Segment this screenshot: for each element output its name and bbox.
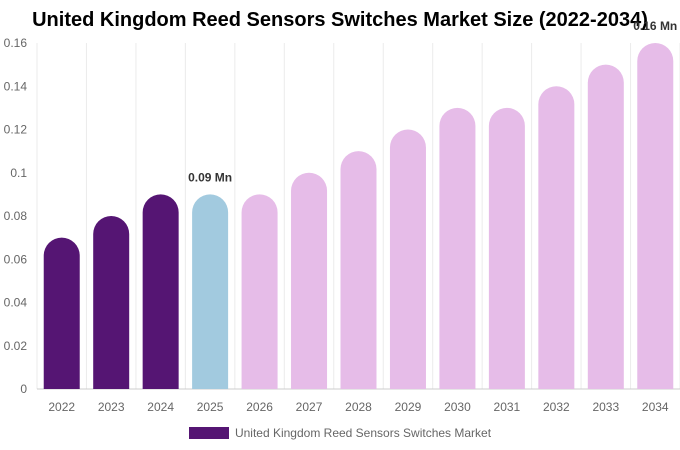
bar-2029 [389, 129, 426, 389]
y-tick-label: 0.02 [4, 339, 28, 353]
chart-title: United Kingdom Reed Sensors Switches Mar… [32, 9, 648, 31]
bar-2024 [142, 194, 179, 389]
bar-2031 [488, 107, 525, 389]
x-tick-label: 2027 [296, 400, 323, 414]
y-tick-label: 0.1 [10, 166, 27, 180]
bar-2026 [241, 194, 278, 389]
x-tick-label: 2033 [592, 400, 619, 414]
data-label: 0.09 Mn [188, 170, 232, 184]
x-tick-label: 2026 [246, 400, 273, 414]
y-tick-label: 0.06 [4, 252, 28, 266]
legend-swatch [188, 427, 229, 439]
bar-2030 [439, 107, 476, 390]
bar-2023 [93, 216, 130, 389]
bar-2034 [637, 43, 674, 389]
x-tick-label: 2029 [395, 400, 422, 414]
y-tick-label: 0.14 [4, 79, 28, 93]
y-tick-label: 0.12 [4, 123, 28, 137]
y-tick-label: 0.16 [4, 36, 28, 50]
bar-2033 [587, 64, 624, 389]
x-tick-label: 2023 [98, 400, 125, 414]
x-tick-label: 2030 [444, 400, 471, 414]
y-tick-label: 0.08 [4, 209, 28, 223]
y-tick-label: 0.04 [4, 296, 28, 310]
bar-2028 [340, 151, 377, 389]
x-tick-label: 2024 [147, 400, 174, 414]
bar-2022 [43, 237, 80, 389]
bar-2032 [538, 86, 575, 389]
x-tick-label: 2022 [48, 400, 75, 414]
x-tick-label: 2028 [345, 400, 372, 414]
bar-2025 [192, 194, 229, 389]
x-tick-label: 2031 [494, 400, 521, 414]
legend-label: United Kingdom Reed Sensors Switches Mar… [234, 426, 492, 440]
bar-2027 [291, 172, 328, 389]
legend: United Kingdom Reed Sensors Switches Mar… [0, 426, 680, 440]
x-tick-label: 2025 [197, 400, 224, 414]
data-label: 0.16 Mn [633, 19, 677, 33]
x-tick-label: 2032 [543, 400, 570, 414]
x-tick-label: 2034 [642, 400, 669, 414]
y-tick-label: 0 [20, 382, 27, 396]
